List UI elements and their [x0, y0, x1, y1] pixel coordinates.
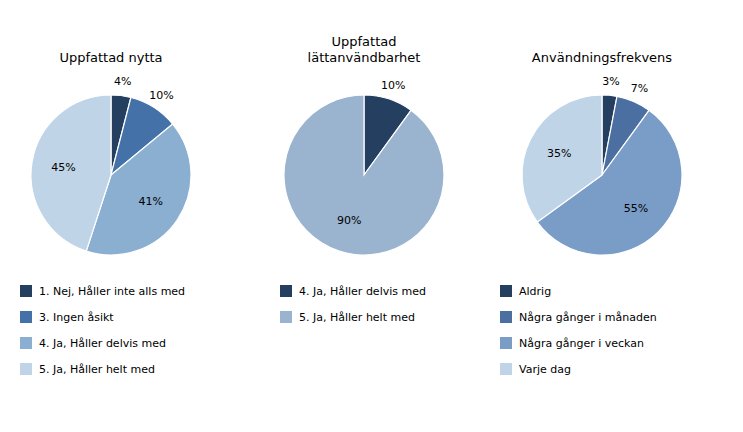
data-label: 35%: [547, 147, 571, 160]
legend-label: 1. Nej, Håller inte alls med: [39, 285, 185, 298]
legend-label: 4. Ja, Håller delvis med: [299, 285, 426, 298]
legend-swatch: [500, 285, 512, 297]
data-label: 90%: [337, 214, 361, 227]
pie-chart: Användningsfrekvens 3% 7% 55% 35% Aldrig Några…: [500, 50, 682, 376]
legend-swatch: [20, 337, 32, 349]
legend: Aldrig Några gånger i månaden Några gånger…: [500, 285, 657, 376]
legend-label: Aldrig: [519, 285, 551, 298]
chart-title: Uppfattad nytta: [59, 50, 162, 65]
pie-chart: Uppfattad nytta 4% 10% 41% 45% 1. Nej, Håller…: [20, 50, 191, 376]
pie-chart: Uppfattadlättanvändbarhet 10% 90% 4. Ja, Hå…: [280, 34, 444, 324]
data-label: 10%: [381, 79, 405, 92]
legend-swatch: [500, 363, 512, 375]
legend-label: 5. Ja, Håller helt med: [39, 363, 155, 376]
pie-slice: [31, 95, 111, 251]
legend-swatch: [20, 311, 32, 323]
legend-label: 3. Ingen åsikt: [39, 311, 114, 324]
data-labels: 10% 90%: [337, 79, 405, 227]
data-label: 45%: [51, 161, 75, 174]
data-labels: 4% 10% 41% 45%: [51, 75, 173, 209]
data-label: 3%: [602, 75, 619, 88]
legend-swatch: [280, 311, 292, 323]
legend-label: 4. Ja, Håller delvis med: [39, 337, 166, 350]
data-label: 41%: [138, 195, 162, 208]
legend-label: Några gånger i veckan: [519, 337, 644, 350]
legend-swatch: [500, 337, 512, 349]
data-label: 7%: [631, 82, 648, 95]
legend-label: Några gånger i månaden: [519, 311, 657, 324]
legend-label: 5. Ja, Håller helt med: [299, 311, 415, 324]
data-label: 55%: [624, 202, 648, 215]
legend-swatch: [20, 285, 32, 297]
legend-swatch: [500, 311, 512, 323]
legend: 4. Ja, Håller delvis med 5. Ja, Håller he…: [280, 285, 426, 324]
data-label: 4%: [114, 75, 131, 88]
pie-slice: [284, 95, 444, 255]
chart-title: Användningsfrekvens: [532, 50, 672, 65]
chart-canvas: Uppfattad nytta 4% 10% 41% 45% 1. Nej, Håller…: [0, 0, 743, 432]
pie-slice: [522, 95, 602, 222]
legend: 1. Nej, Håller inte alls med 3. Ingen åsi…: [20, 285, 185, 376]
legend-swatch: [20, 363, 32, 375]
data-label: 10%: [149, 89, 173, 102]
legend-swatch: [280, 285, 292, 297]
data-labels: 3% 7% 55% 35%: [547, 75, 648, 216]
legend-label: Varje dag: [519, 363, 571, 376]
chart-title: Uppfattadlättanvändbarhet: [308, 34, 421, 65]
